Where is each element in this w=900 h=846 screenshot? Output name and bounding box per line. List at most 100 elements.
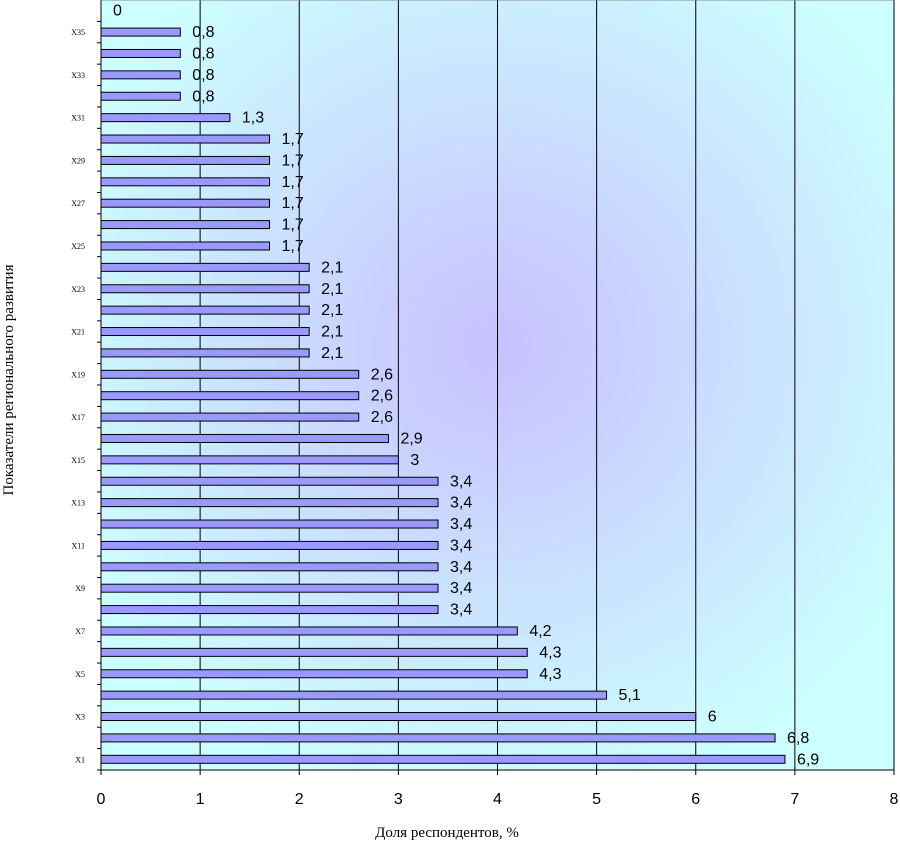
bar — [100, 155, 271, 165]
data-label: 6 — [708, 709, 717, 726]
data-label: 1,7 — [282, 238, 304, 255]
data-label: 0 — [113, 3, 122, 20]
y-tick-label: X27 — [71, 199, 85, 208]
data-label: 0,8 — [192, 45, 214, 62]
data-label: 0,8 — [192, 24, 214, 41]
y-axis-title: Показатели регионального развития — [1, 264, 17, 495]
bar — [100, 198, 271, 208]
x-tick-label: 2 — [295, 791, 304, 808]
bar — [100, 91, 181, 101]
bar — [100, 284, 310, 294]
x-tick-label: 8 — [890, 791, 899, 808]
data-label: 3,4 — [450, 516, 472, 533]
y-tick-label: X11 — [72, 541, 85, 550]
x-axis-title: Доля респондентов, % — [375, 825, 519, 841]
bar — [100, 519, 439, 529]
bar — [100, 113, 231, 123]
bar — [100, 305, 310, 315]
data-label: 1,7 — [282, 217, 304, 234]
data-label: 6,8 — [787, 730, 809, 747]
bar — [100, 220, 271, 230]
data-label: 3,4 — [450, 473, 472, 490]
data-label: 3,4 — [450, 559, 472, 576]
y-tick-label: X3 — [75, 713, 85, 722]
data-label: 2,1 — [321, 302, 343, 319]
data-label: 2,6 — [371, 409, 393, 426]
bar — [100, 583, 439, 593]
data-label: 1,7 — [282, 152, 304, 169]
y-tick-label: X15 — [71, 456, 85, 465]
bar — [100, 754, 786, 764]
bar — [100, 690, 608, 700]
data-labels: 6,9 6,8 6 5,1 4,3 4,3 4,2 3,4 3,4 3,4 3,4 3,4 3,4 3,4… — [113, 3, 819, 769]
y-tick-label: X21 — [71, 328, 85, 337]
y-tick-label: X23 — [71, 285, 85, 294]
y-tick-label: X35 — [71, 28, 85, 37]
data-label: 3,4 — [450, 580, 472, 597]
data-label: 2,1 — [321, 259, 343, 276]
y-tick-label: X1 — [75, 755, 85, 764]
data-label: 2,6 — [371, 366, 393, 383]
bar — [100, 27, 181, 37]
y-tick-label: X33 — [71, 71, 85, 80]
x-tick-label: 4 — [493, 791, 502, 808]
bar — [100, 626, 518, 636]
data-label: 2,6 — [371, 388, 393, 405]
x-tick-label: 6 — [691, 791, 700, 808]
data-label: 5,1 — [619, 687, 641, 704]
bar — [100, 241, 271, 251]
x-tick-label: 3 — [394, 791, 403, 808]
data-label: 1,7 — [282, 195, 304, 212]
y-tick-label: X19 — [71, 370, 85, 379]
bar — [100, 562, 439, 572]
data-label: 2,1 — [321, 281, 343, 298]
bar — [100, 605, 439, 615]
bar — [100, 647, 528, 657]
data-label: 3,4 — [450, 602, 472, 619]
bar — [100, 733, 776, 743]
data-label: 2,9 — [400, 430, 422, 447]
data-label: 0,8 — [192, 88, 214, 105]
bar — [100, 669, 528, 679]
bar — [100, 70, 181, 80]
data-label: 3,4 — [450, 495, 472, 512]
bar — [100, 712, 697, 722]
y-tick-label: X5 — [75, 670, 85, 679]
bar — [100, 412, 360, 422]
x-tick-label: 1 — [196, 791, 205, 808]
data-label: 3,4 — [450, 537, 472, 554]
bar — [100, 177, 271, 187]
data-label: 4,3 — [539, 644, 561, 661]
y-tick-label: X7 — [75, 627, 85, 636]
gridlines — [199, 0, 895, 770]
y-tick-label: X25 — [71, 242, 85, 251]
bar — [100, 262, 310, 272]
bar — [100, 348, 310, 358]
x-tick-label: 7 — [790, 791, 799, 808]
data-label: 1,7 — [282, 174, 304, 191]
bar — [100, 498, 439, 508]
data-label: 2,1 — [321, 345, 343, 362]
bar — [100, 327, 310, 337]
data-label: 1,3 — [242, 110, 264, 127]
bar — [100, 455, 399, 465]
data-label: 1,7 — [282, 131, 304, 148]
axes: 0 1 2 3 4 5 6 7 8 X1 X3 X5 X7 X9 X11 X13 X15 X17 X19 X21 X23… — [71, 0, 899, 808]
bars — [100, 27, 786, 764]
y-tick-label: X31 — [71, 114, 85, 123]
x-tick-label: 5 — [592, 791, 601, 808]
data-label: 4,3 — [539, 666, 561, 683]
y-tick-label: X13 — [71, 499, 85, 508]
bar — [100, 540, 439, 550]
bar — [100, 391, 360, 401]
y-tick-label: X17 — [71, 413, 85, 422]
bar — [100, 134, 271, 144]
data-label: 4,2 — [529, 623, 551, 640]
x-tick-label: 0 — [97, 791, 106, 808]
bar — [100, 369, 360, 379]
y-tick-label: X29 — [71, 156, 85, 165]
data-label: 2,1 — [321, 324, 343, 341]
data-label: 6,9 — [797, 751, 819, 768]
